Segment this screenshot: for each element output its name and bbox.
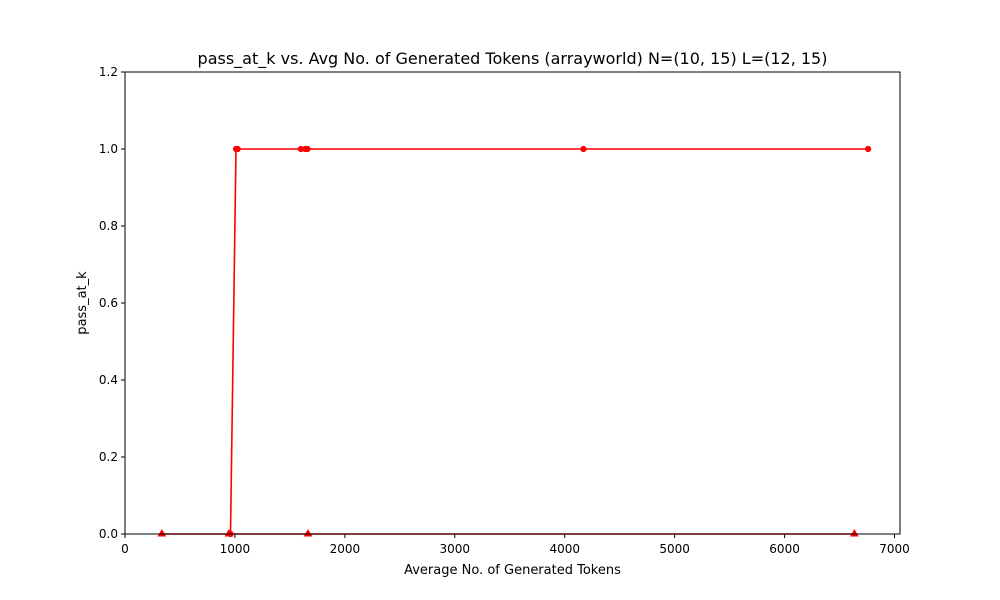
x-tick-label: 0 (121, 542, 129, 556)
x-axis-label: Average No. of Generated Tokens (404, 563, 621, 578)
x-tick-label: 7000 (879, 542, 910, 556)
x-tick-label: 3000 (440, 542, 471, 556)
x-axis-ticks: 0 1000 2000 3000 4000 5000 6000 7000 (121, 534, 910, 556)
y-tick-label: 1.0 (99, 142, 118, 156)
plot-frame (124, 71, 901, 535)
y-axis-ticks: 0.0 0.2 0.4 0.6 0.8 1.0 1.2 (99, 65, 125, 541)
data-point-marker (304, 145, 311, 153)
y-tick-label: 0.4 (99, 373, 118, 387)
y-axis-label: pass_at_k (75, 271, 90, 335)
data-point-marker (865, 145, 872, 153)
y-tick-label: 0.2 (99, 450, 118, 464)
y-tick-label: 0.8 (99, 219, 118, 233)
plot-area (125, 72, 900, 534)
chart-title: pass_at_k vs. Avg No. of Generated Token… (198, 49, 828, 69)
x-tick-label: 6000 (769, 542, 800, 556)
x-tick-label: 1000 (220, 542, 251, 556)
y-tick-label: 0.6 (99, 296, 118, 310)
y-tick-label: 1.2 (99, 65, 118, 79)
data-point-marker (580, 145, 587, 153)
data-point-marker (234, 145, 241, 153)
x-tick-label: 2000 (330, 542, 361, 556)
x-tick-label: 5000 (659, 542, 690, 556)
x-tick-label: 4000 (549, 542, 580, 556)
y-tick-label: 0.0 (99, 527, 118, 541)
